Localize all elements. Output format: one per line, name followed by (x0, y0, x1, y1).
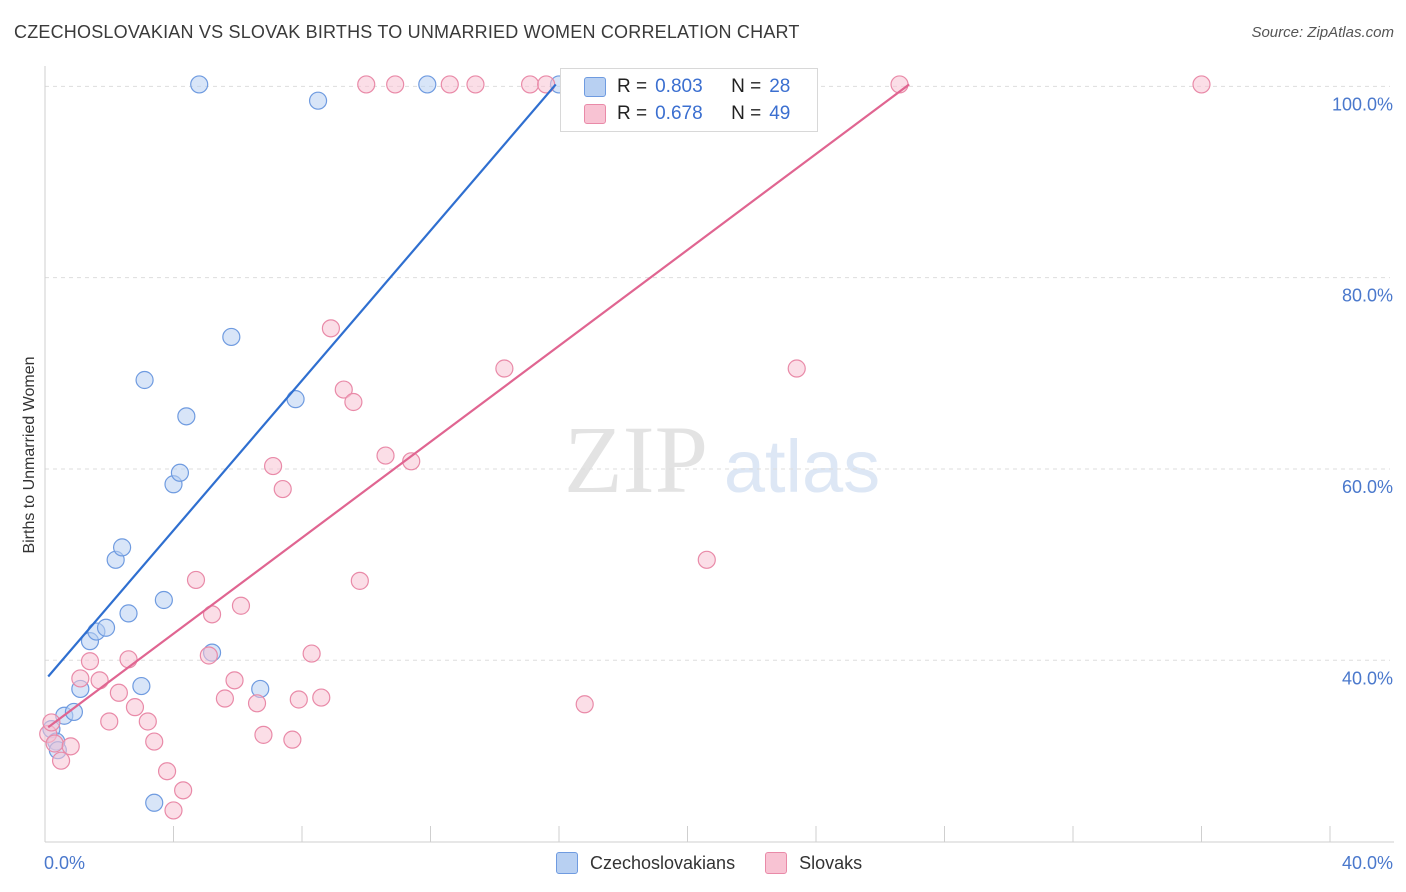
slovak-point (321, 319, 341, 338)
trend-lines (47, 83, 910, 729)
legend-row-czechoslovakians: R = 0.803 N = 28 (584, 74, 791, 100)
slovak-point (231, 596, 251, 615)
pink-swatch (584, 104, 606, 124)
slovak-point (215, 689, 234, 708)
czechoslovakian-point (418, 75, 437, 94)
slovak-point (575, 695, 594, 714)
gridlines (45, 85, 1390, 661)
slovak-point (334, 380, 353, 399)
slovak-point (283, 730, 302, 749)
slovak-point (273, 479, 292, 499)
legend-item-slovaks: Slovaks (765, 852, 862, 874)
czechoslovakian-point (286, 390, 305, 409)
slovak-point (376, 446, 395, 465)
chart-title: CZECHOSLOVAKIAN VS SLOVAK BIRTHS TO UNMA… (14, 22, 800, 42)
r-label: R = (617, 103, 648, 124)
slovak-point (109, 683, 128, 702)
legend-row-slovaks: R = 0.678 N = 49 (584, 101, 791, 127)
legend-label: Czechoslovakians (590, 852, 736, 873)
pink-swatch (765, 852, 788, 874)
czechoslovakian-point (96, 618, 116, 637)
slovak-point (697, 550, 716, 569)
slovak-point (312, 688, 331, 707)
slovak-point (42, 713, 61, 732)
tick-labels: 100.0% 80.0% 60.0% 40.0% 0.0% 40.0% (44, 94, 1393, 873)
czechoslovakian-point (145, 793, 164, 812)
czechoslovakian-point (132, 676, 151, 696)
czechoslovakian-point (177, 407, 196, 426)
slovak-point (164, 801, 183, 820)
slovak-point (440, 75, 459, 94)
r-label: R = (617, 76, 648, 97)
slovak-point (302, 644, 321, 663)
czechoslovakian-point (64, 702, 84, 722)
czechoslovakian-point (308, 91, 328, 110)
slovak-point (199, 646, 218, 665)
r-value: 0.803 (655, 76, 703, 97)
n-label: N = (731, 76, 762, 97)
slovak-point (466, 75, 485, 94)
slovak-point (495, 359, 514, 378)
slovak-point (520, 75, 540, 94)
n-value: 28 (769, 76, 791, 97)
slovak-point (225, 671, 244, 690)
slovak-point (263, 456, 283, 476)
czechoslovakian-point (135, 370, 154, 390)
x-tick-label: 40.0% (1342, 853, 1393, 873)
czechoslovakian-point (112, 538, 132, 557)
czechoslovakian-point (190, 75, 209, 94)
slovak-point (119, 650, 138, 669)
x-tick-label: 0.0% (44, 853, 85, 873)
slovak-point (247, 694, 267, 713)
slovak-point (289, 690, 308, 709)
slovak-point (186, 570, 206, 590)
slovak-trend-line (47, 83, 910, 729)
slovak-point (100, 712, 119, 731)
slovak-point (1192, 75, 1211, 94)
slovak-point (174, 781, 193, 800)
y-tick-label: 100.0% (1332, 94, 1393, 114)
source-label: Source: ZipAtlas.com (1251, 24, 1394, 41)
czechoslovakian-point (119, 604, 138, 623)
legend-item-czechoslovakians: Czechoslovakians (556, 852, 735, 874)
blue-swatch (556, 852, 578, 874)
watermark-atlas: atlas (724, 425, 880, 508)
slovak-point (344, 392, 363, 412)
series-legend: Czechoslovakians Slovaks (556, 852, 892, 874)
slovak-point (254, 725, 273, 744)
slovak-point (125, 698, 145, 717)
slovak-point (386, 75, 405, 94)
watermark-zip: ZIP (564, 406, 708, 513)
slovak-point (157, 762, 177, 781)
y-tick-label: 60.0% (1342, 477, 1393, 497)
slovak-point (71, 669, 90, 688)
r-value: 0.678 (655, 103, 703, 124)
slovak-point (138, 712, 157, 731)
y-tick-label: 40.0% (1342, 668, 1393, 688)
y-tick-label: 80.0% (1342, 286, 1393, 306)
slovak-point (145, 732, 164, 751)
slovak-point (51, 751, 71, 770)
data-points (39, 75, 1211, 820)
slovak-point (90, 671, 109, 690)
czechoslovakian-point (154, 590, 173, 610)
czechoslovakian-point (170, 463, 190, 482)
n-label: N = (731, 103, 762, 124)
slovak-point (45, 734, 64, 753)
slovak-point (787, 359, 806, 378)
stats-legend: R = 0.803 N = 28 R = 0.678 N = 49 (560, 68, 818, 132)
slovak-point (80, 652, 100, 671)
n-value: 49 (769, 103, 791, 124)
czechoslovakian-trend-line (47, 83, 557, 678)
legend-label: Slovaks (799, 852, 863, 873)
slovak-point (350, 571, 369, 590)
blue-swatch (584, 77, 606, 97)
slovak-point (357, 75, 376, 94)
slovak-point (61, 737, 80, 756)
czechoslovakian-point (222, 327, 241, 347)
axes (44, 66, 1394, 843)
